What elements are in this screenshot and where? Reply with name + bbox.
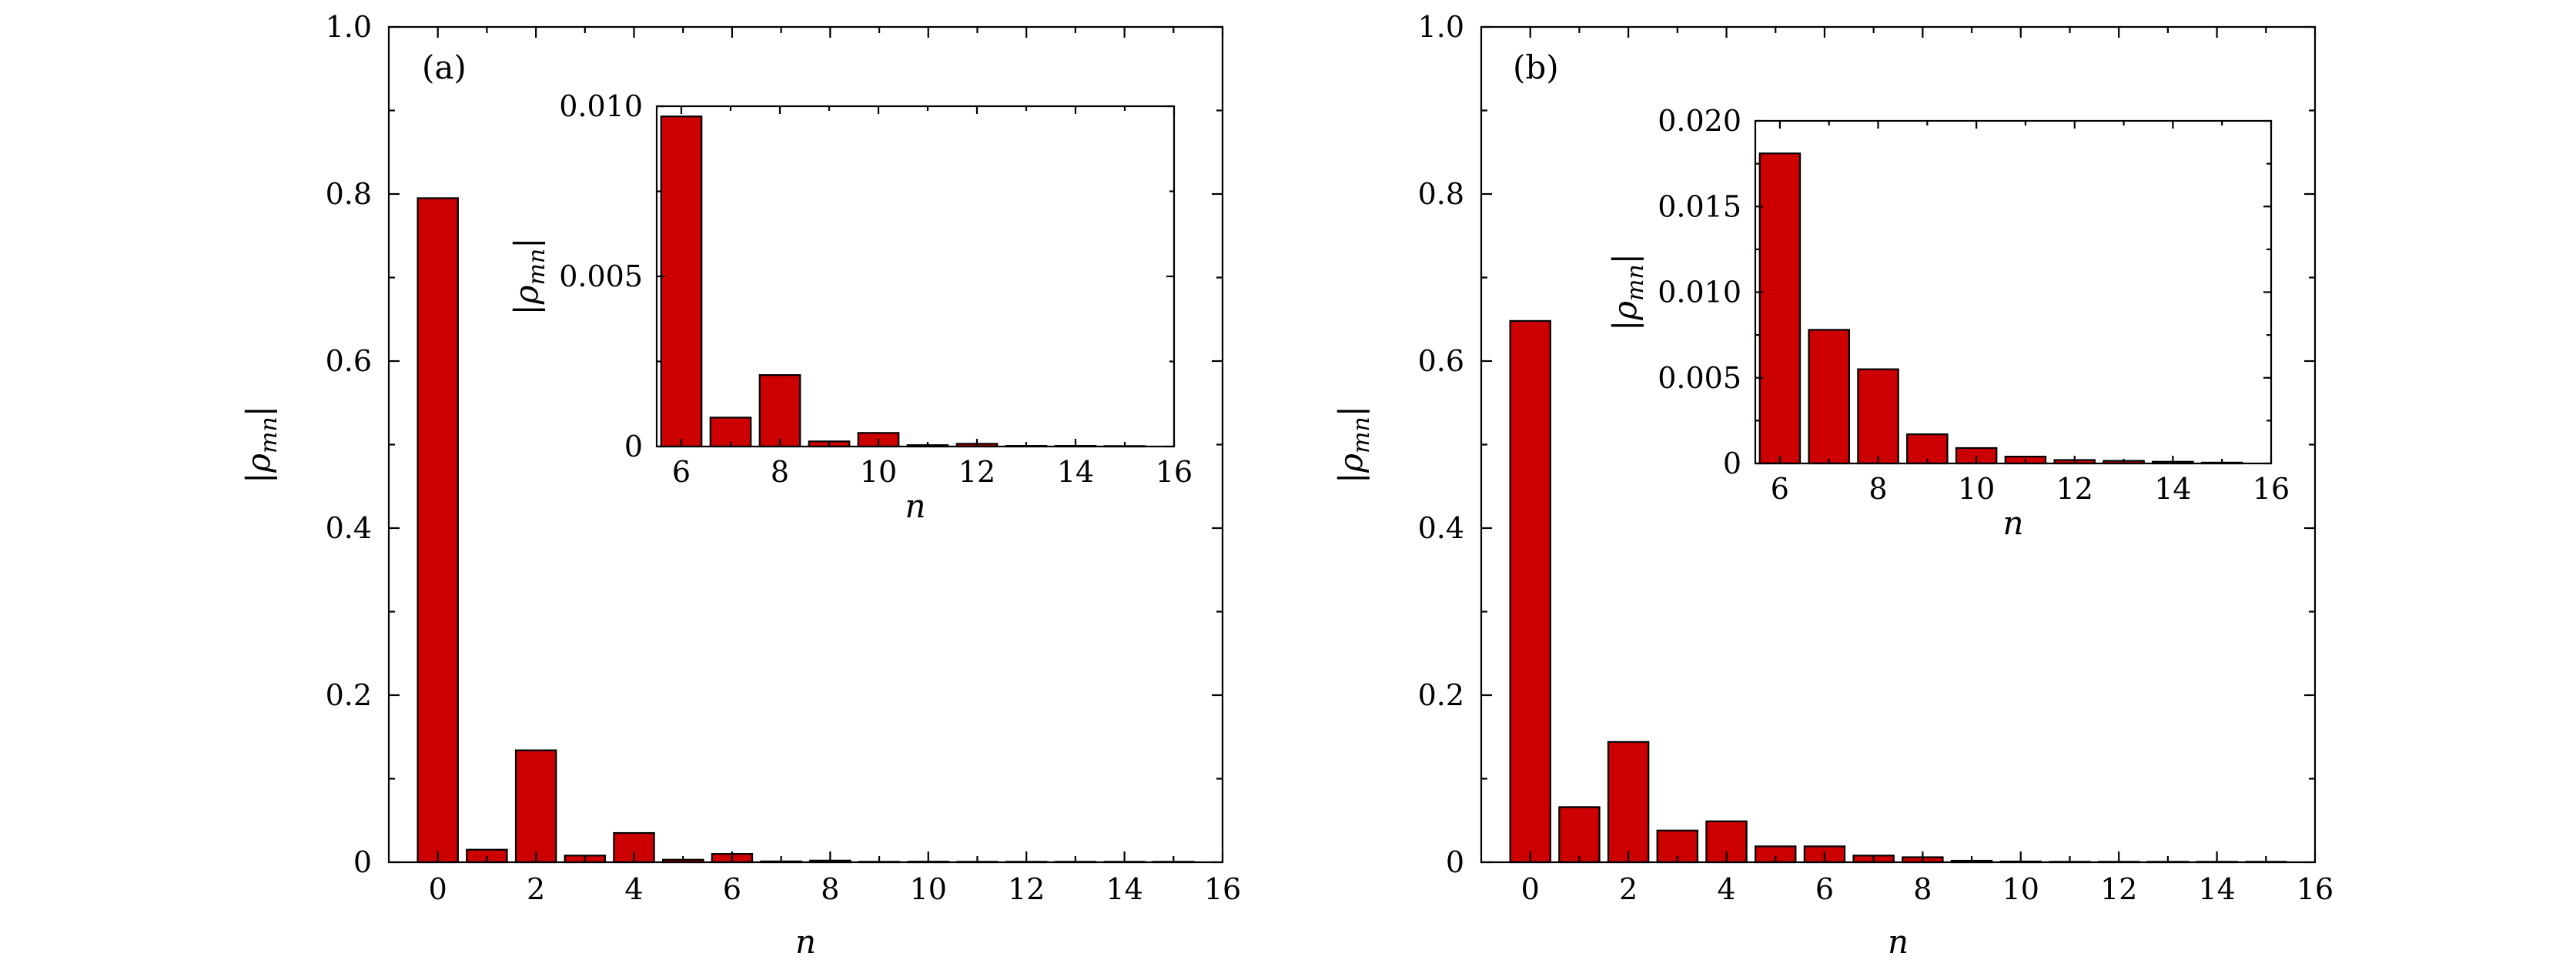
panel-b-xtick-label-0: 0: [1521, 872, 1540, 906]
panel-b-xlabel: n: [1888, 923, 1909, 961]
panel-a-xtick-label-12: 12: [1008, 872, 1045, 906]
panel-a-inset-xtick-label-12: 12: [958, 455, 995, 489]
panel-b-xtick-label-16: 16: [2297, 872, 2333, 906]
panel-a-inset-xtick-label-8: 8: [771, 455, 789, 489]
panel-a-inset: 6 8 10 12 14 16 0 0.005 0.010 n |ρmn|: [507, 89, 1193, 525]
panel-b-inset-bar-7: [1808, 329, 1850, 465]
panel-a-inset-ytick-label-0: 0: [624, 430, 643, 463]
panel-b-inset: 6 8 10 12 14 16 0 0.005 0.010 0.015 0.020 n |ρmn|: [1606, 104, 2290, 542]
panel-b-xtick-label-4: 4: [1717, 872, 1735, 906]
panel-a-inset-ytick-label-2: 0.010: [559, 89, 643, 123]
panel-a-inset-bar-8: [758, 374, 801, 448]
panel-b-ytick-label-0: 0: [1446, 845, 1464, 879]
panel-b-inset-ytick-label-1: 0.005: [1658, 361, 1741, 395]
panel-a-frame: [387, 25, 1224, 864]
panel-b-inset-xtick-label-8: 8: [1868, 472, 1887, 506]
panel-b-inset-ytick-label-0: 0: [1723, 447, 1741, 480]
panel-a-inset-xtick-label-10: 10: [860, 455, 897, 489]
panel-b-inset-xlabel: n: [2002, 504, 2023, 542]
panel-a-label: (a): [422, 48, 467, 86]
panel-b-xtick-label-10: 10: [2002, 872, 2039, 906]
panel-b-bar-4: [1705, 820, 1748, 864]
panel-b-ytick-label-2: 0.4: [1418, 511, 1464, 545]
panel-a-ytick-label-5: 1.0: [326, 10, 372, 44]
panel-b-inset-ytick-label-3: 0.015: [1658, 189, 1741, 223]
panel-a-xtick-label-0: 0: [429, 872, 447, 906]
panel-b-inset-bar-9: [1906, 433, 1949, 465]
panel-b-bar-2: [1607, 741, 1650, 864]
panel-a-ylabel: |ρmn|: [239, 406, 283, 483]
panel-b-inset-ylabel: |ρmn|: [1606, 253, 1649, 331]
panel-b-inset-bar-8: [1857, 368, 1899, 465]
panel-a-xtick-label-4: 4: [624, 872, 643, 906]
panel-b-xtick-label-12: 12: [2100, 872, 2137, 906]
panel-b-inset-xtick-label-14: 14: [2154, 472, 2191, 506]
panel-b-xtick-label-6: 6: [1815, 872, 1834, 906]
panel-a-bar-0: [417, 197, 459, 864]
panel-b-ylabel: |ρmn|: [1332, 406, 1375, 483]
panel-a-xtick-label-8: 8: [821, 872, 839, 906]
panel-a-ytick-label-0: 0: [353, 845, 372, 879]
panel-a-ytick-label-4: 0.8: [326, 177, 372, 211]
panel-a-xtick-label-6: 6: [723, 872, 741, 906]
panel-b-inset-ytick-label-2: 0.010: [1658, 276, 1741, 309]
panel-b-inset-xtick-label-16: 16: [2253, 472, 2290, 506]
panel-a-inset-xlabel: n: [905, 487, 925, 525]
panel-a-ytick-label-1: 0.2: [326, 678, 372, 712]
panel-b-ytick-label-4: 0.8: [1418, 177, 1464, 211]
panel-a-ytick-label-3: 0.6: [326, 344, 372, 378]
panel-a-inset-ylabel: |ρmn|: [507, 238, 550, 316]
panel-b-inset-xtick-label-10: 10: [1958, 472, 1995, 506]
panel-b-ytick-label-1: 0.2: [1418, 678, 1464, 712]
panel-b-ytick-label-3: 0.6: [1418, 344, 1464, 378]
panel-b-xtick-label-2: 2: [1619, 872, 1638, 906]
panel-a-xlabel: n: [795, 923, 816, 961]
panel-a-inset-frame: [655, 105, 1176, 448]
panel-b-inset-bar-6: [1758, 152, 1802, 465]
panel-b-inset-ytick-label-4: 0.020: [1658, 104, 1741, 138]
panel-a-inset-ytick-label-1: 0.005: [559, 259, 643, 293]
panel-b-xtick-label-8: 8: [1913, 872, 1932, 906]
panel-a: (a) 0 2 4 6 8 10 12 14 1600.20.40.60.81.0n|ρmn|6…: [239, 10, 1241, 961]
panel-b-ytick-label-5: 1.0: [1418, 10, 1464, 44]
panel-a-inset-xtick-label-16: 16: [1156, 455, 1193, 489]
panel-b: (b) 0 2 4 6 8 10 12 14 1600.20.40.60.81.0n|ρmn|6…: [1332, 10, 2333, 961]
panel-a-inset-bar-6: [660, 115, 703, 448]
panel-a-xtick-label-2: 2: [527, 872, 545, 906]
panel-a-bar-2: [514, 749, 557, 864]
panel-b-bar-1: [1558, 806, 1601, 864]
panel-a-xtick-label-16: 16: [1204, 872, 1241, 906]
panel-a-inset-xtick-label-14: 14: [1057, 455, 1094, 489]
panel-b-xtick-label-14: 14: [2198, 872, 2235, 906]
panel-a-xtick-label-10: 10: [910, 872, 947, 906]
panel-b-inset-xtick-label-6: 6: [1771, 472, 1789, 506]
panel-b-label: (b): [1513, 48, 1559, 86]
panel-b-inset-xtick-label-12: 12: [2056, 472, 2093, 506]
panel-b-bar-0: [1509, 319, 1551, 864]
panel-a-inset-xtick-label-6: 6: [672, 455, 691, 489]
panel-a-xtick-label-14: 14: [1106, 872, 1142, 906]
panel-a-ytick-label-2: 0.4: [326, 511, 372, 545]
